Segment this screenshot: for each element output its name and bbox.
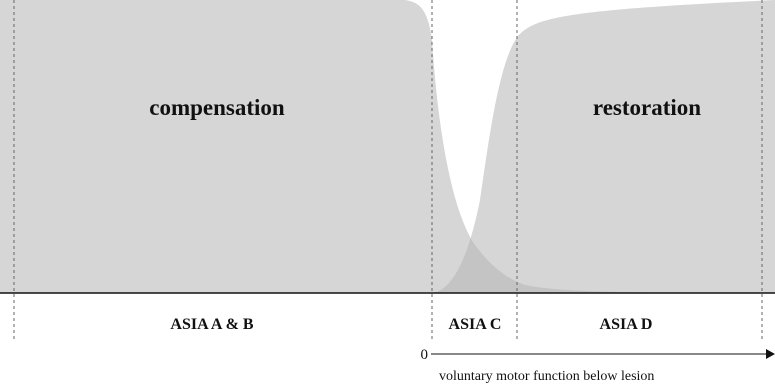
axis-arrowhead bbox=[766, 349, 775, 359]
compensation-label: compensation bbox=[149, 95, 285, 120]
restoration-area bbox=[432, 0, 775, 293]
asia-ab-label: ASIA A & B bbox=[170, 316, 253, 333]
compensation-area bbox=[0, 0, 775, 293]
axis-label: voluntary motor function below lesion bbox=[439, 369, 654, 384]
asia-d-label: ASIA D bbox=[600, 316, 653, 333]
restoration-label: restoration bbox=[593, 95, 701, 120]
asia-c-label: ASIA C bbox=[449, 316, 502, 333]
axis-origin-label: 0 bbox=[421, 347, 429, 363]
